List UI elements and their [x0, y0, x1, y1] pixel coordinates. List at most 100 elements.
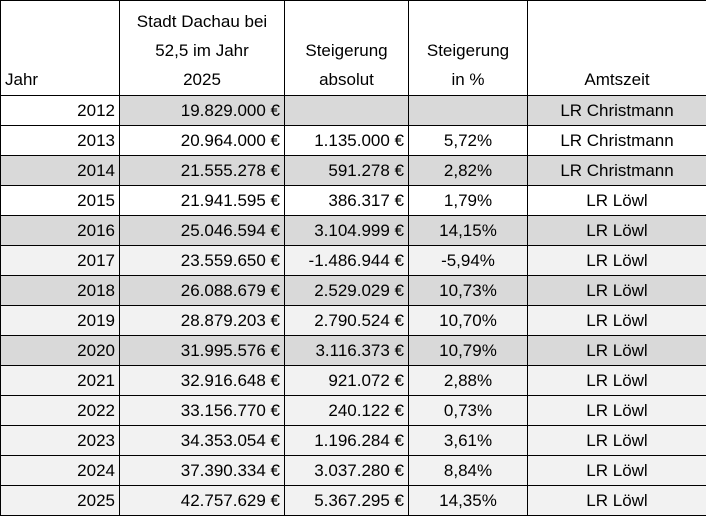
table-cell: 2012	[1, 96, 120, 126]
table-cell: 10,70%	[409, 306, 528, 336]
table-cell: 1.196.284 €	[285, 426, 409, 456]
table-cell: 2.529.029 €	[285, 276, 409, 306]
header-text: Stadt Dachau bei	[124, 7, 280, 36]
table-cell: LR Löwl	[528, 216, 706, 246]
table-cell: 2023	[1, 426, 120, 456]
header-text: 52,5 im Jahr	[124, 36, 280, 65]
table-cell: 5.367.295 €	[285, 486, 409, 516]
table-cell: 34.353.054 €	[120, 426, 285, 456]
table-cell	[409, 96, 528, 126]
table-cell: 8,84%	[409, 456, 528, 486]
table-cell: 3.116.373 €	[285, 336, 409, 366]
table-cell: 2022	[1, 396, 120, 426]
table-cell: 28.879.203 €	[120, 306, 285, 336]
table-cell: 2025	[1, 486, 120, 516]
table-cell: LR Löwl	[528, 336, 706, 366]
table-cell: LR Löwl	[528, 276, 706, 306]
table-cell: LR Löwl	[528, 366, 706, 396]
table-cell: -5,94%	[409, 246, 528, 276]
table-cell: 2017	[1, 246, 120, 276]
table-cell: 3,61%	[409, 426, 528, 456]
table-cell: -1.486.944 €	[285, 246, 409, 276]
table-cell: 5,72%	[409, 126, 528, 156]
table-cell: 42.757.629 €	[120, 486, 285, 516]
table-cell: 19.829.000 €	[120, 96, 285, 126]
table-cell: LR Löwl	[528, 456, 706, 486]
header-text: in %	[413, 65, 523, 94]
table-cell: LR Löwl	[528, 246, 706, 276]
table-cell: 921.072 €	[285, 366, 409, 396]
header-text: 2025	[124, 65, 280, 94]
table-cell: 3.104.999 €	[285, 216, 409, 246]
table-cell: 0,73%	[409, 396, 528, 426]
table-cell: 2014	[1, 156, 120, 186]
table-cell: 33.156.770 €	[120, 396, 285, 426]
table-cell: 23.559.650 €	[120, 246, 285, 276]
table-cell: 591.278 €	[285, 156, 409, 186]
table-cell: 14,15%	[409, 216, 528, 246]
table-cell: LR Löwl	[528, 306, 706, 336]
table-cell: 2.790.524 €	[285, 306, 409, 336]
table-cell: 2020	[1, 336, 120, 366]
table-cell: LR Christmann	[528, 156, 706, 186]
header-text: Steigerung	[289, 36, 404, 65]
table-cell: 2019	[1, 306, 120, 336]
table-cell: 2016	[1, 216, 120, 246]
table-cell: 20.964.000 €	[120, 126, 285, 156]
table-cell: 10,73%	[409, 276, 528, 306]
table-cell: 10,79%	[409, 336, 528, 366]
table-cell: 26.088.679 €	[120, 276, 285, 306]
header-text: Jahr	[5, 65, 115, 94]
header-text: Steigerung	[413, 36, 523, 65]
table-cell	[285, 96, 409, 126]
header-text: absolut	[289, 65, 404, 94]
table-cell: 2021	[1, 366, 120, 396]
table-cell: 240.122 €	[285, 396, 409, 426]
table-cell: 32.916.648 €	[120, 366, 285, 396]
table-cell: 25.046.594 €	[120, 216, 285, 246]
table-cell: LR Löwl	[528, 186, 706, 216]
table-cell: 2024	[1, 456, 120, 486]
table-cell: 37.390.334 €	[120, 456, 285, 486]
table-cell: LR Löwl	[528, 426, 706, 456]
table-cell: 1.135.000 €	[285, 126, 409, 156]
table-cell: LR Löwl	[528, 486, 706, 516]
table-cell: 2018	[1, 276, 120, 306]
table-cell: 31.995.576 €	[120, 336, 285, 366]
table-cell: 2,82%	[409, 156, 528, 186]
table-cell: 21.555.278 €	[120, 156, 285, 186]
table-cell: 2013	[1, 126, 120, 156]
table-cell: 2015	[1, 186, 120, 216]
header-cell: Amtszeit	[528, 1, 706, 96]
table-cell: 21.941.595 €	[120, 186, 285, 216]
table-cell: 14,35%	[409, 486, 528, 516]
table-cell: 1,79%	[409, 186, 528, 216]
table-cell: 2,88%	[409, 366, 528, 396]
header-text: Amtszeit	[532, 65, 702, 94]
table-cell: 386.317 €	[285, 186, 409, 216]
header-cell: Jahr	[1, 1, 120, 96]
table-cell: LR Christmann	[528, 126, 706, 156]
table-cell: LR Löwl	[528, 396, 706, 426]
